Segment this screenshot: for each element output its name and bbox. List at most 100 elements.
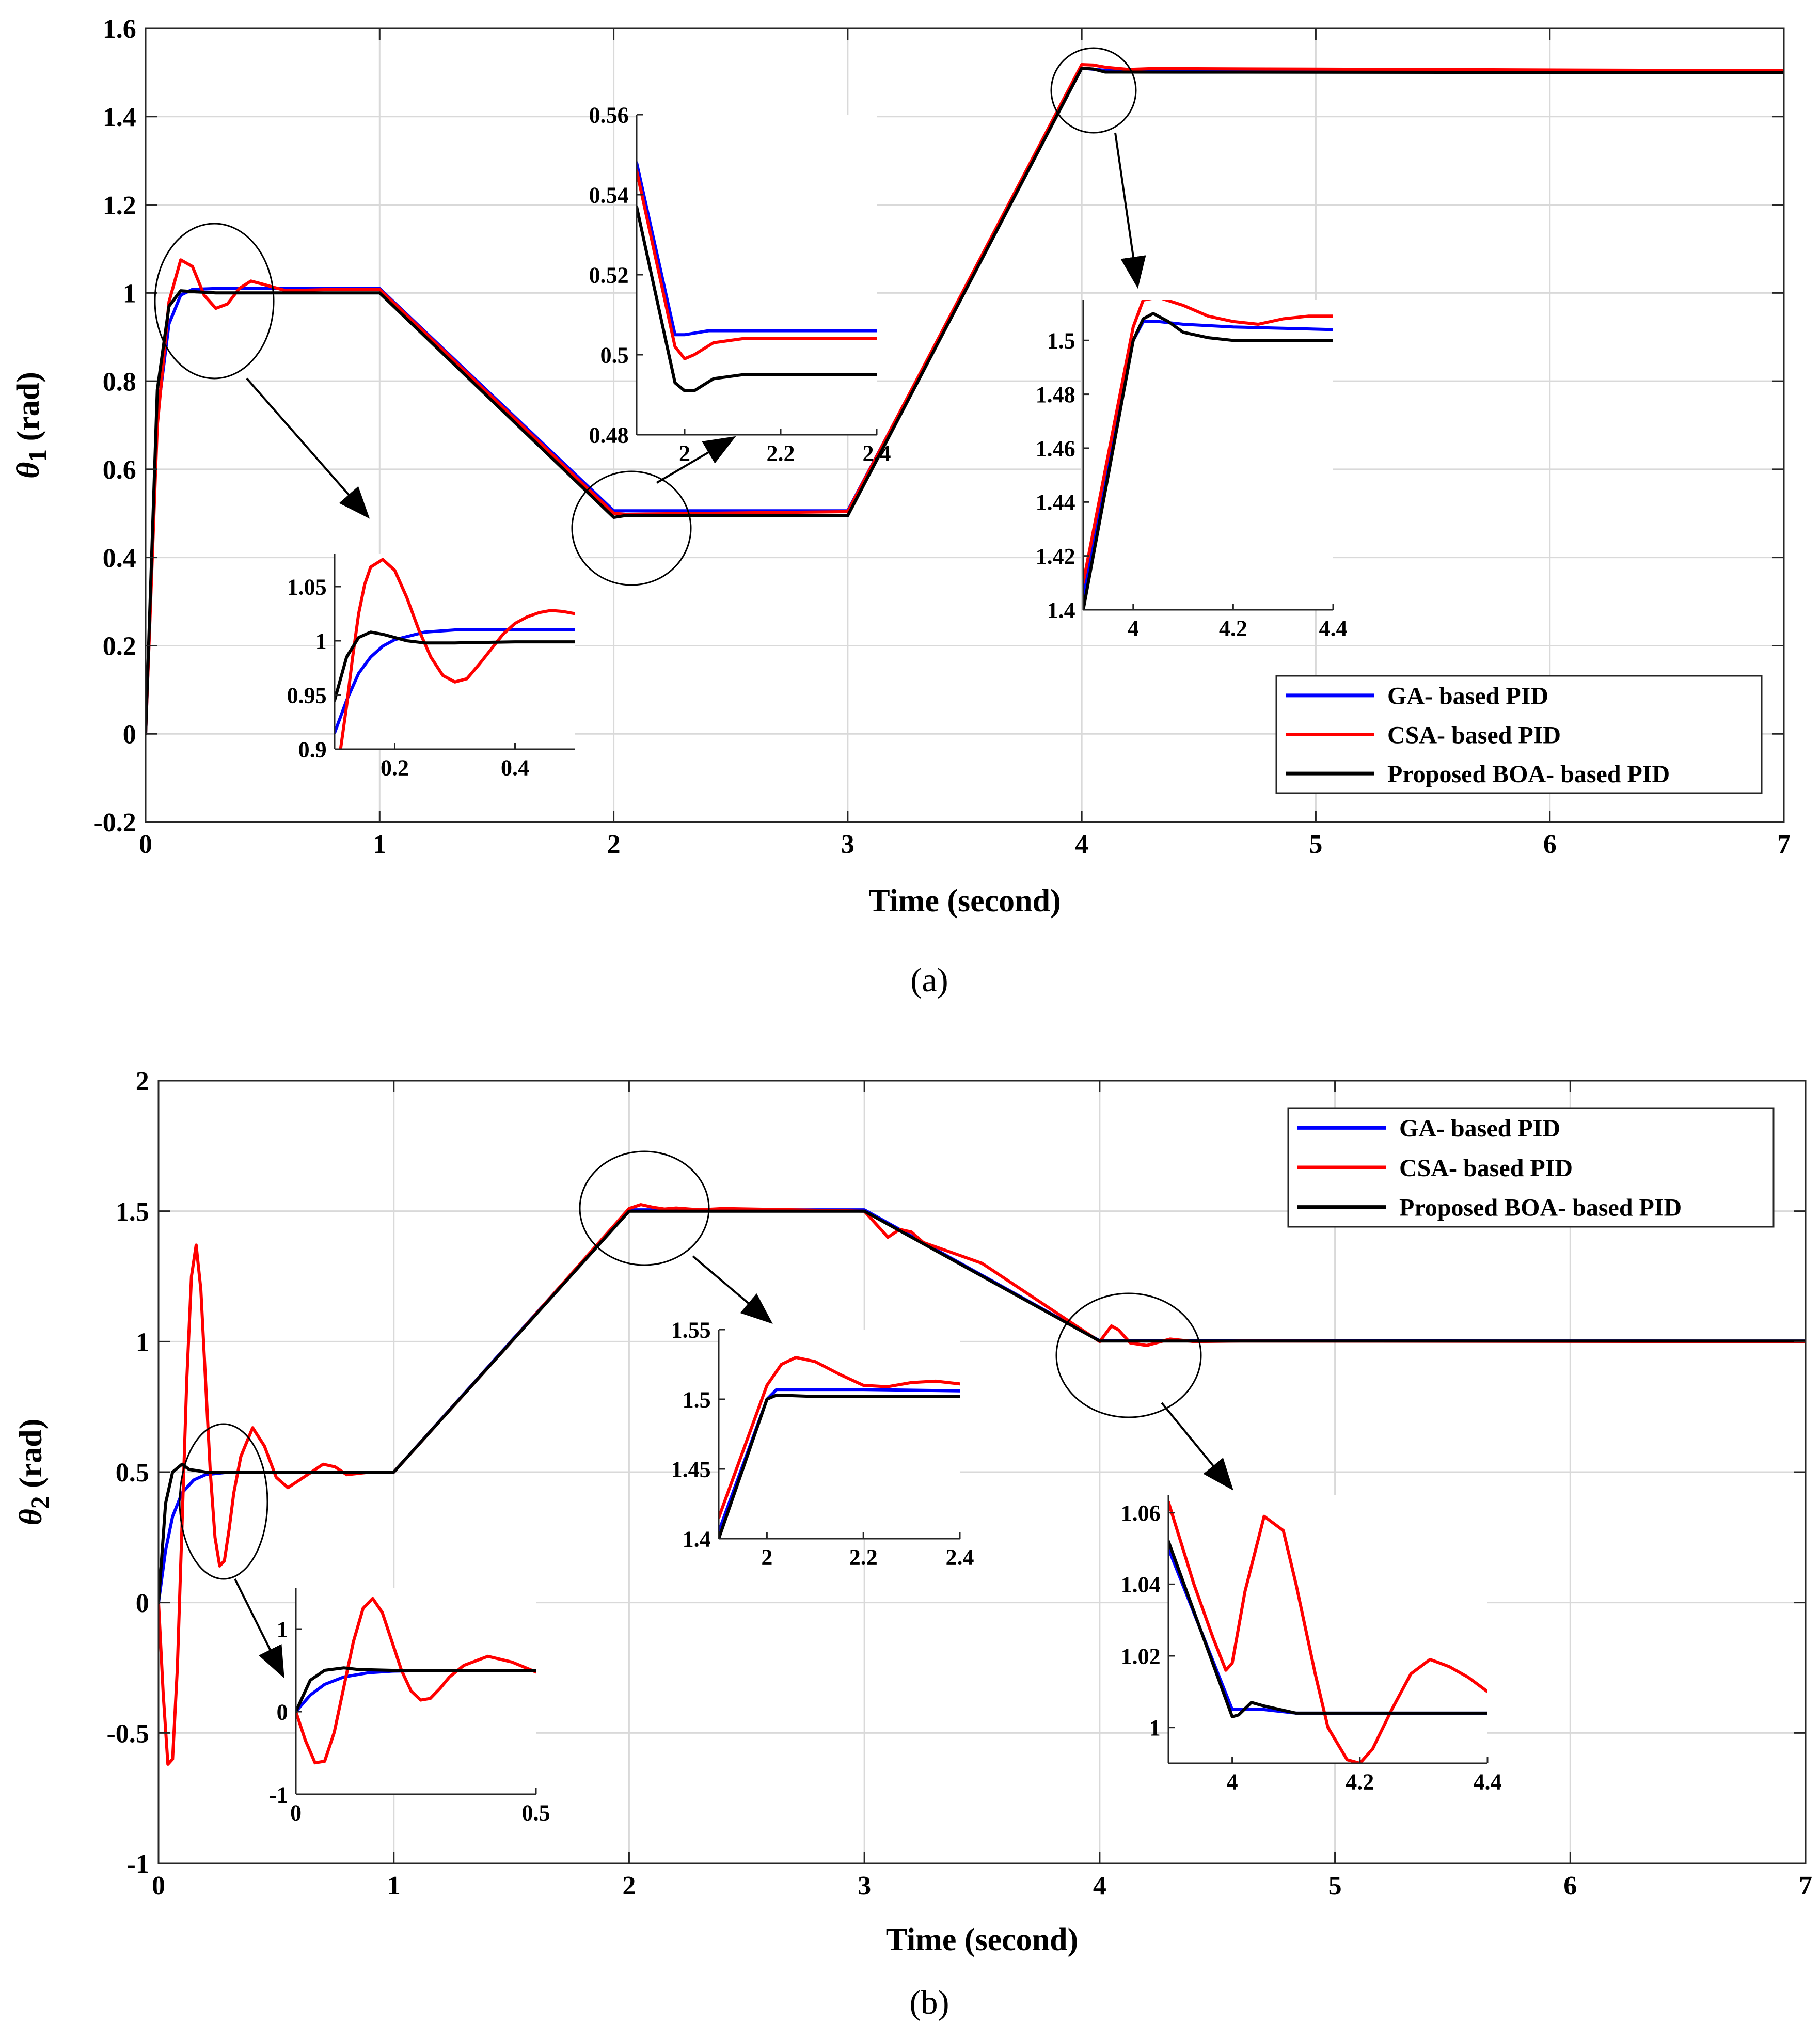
- y-tick-label: 0: [123, 720, 136, 749]
- y-tick-label: 0.4: [103, 544, 136, 573]
- x-tick-label: 1: [373, 830, 386, 859]
- series-group: [146, 63, 1784, 736]
- x-tick-label: 0: [152, 1871, 165, 1901]
- legend-label-csa: CSA- based PID: [1399, 1155, 1573, 1182]
- inset-series-group: [1083, 300, 1333, 610]
- inset-series-line-boa: [1168, 1540, 1487, 1718]
- inset-y-tick-label: 0.5: [600, 342, 629, 368]
- x-axis-title: Time (second): [886, 1922, 1079, 1957]
- x-tick-label: 5: [1328, 1871, 1342, 1901]
- x-tick-label: 3: [841, 830, 854, 859]
- inset-series-line-csa: [1168, 1500, 1487, 1763]
- inset-2: 2 2.2 2.4 0.48 0.5 0.52 0.54 0.56: [589, 102, 891, 466]
- y-tick-label: 0.5: [116, 1458, 149, 1488]
- inset-y-tick-label: 1.42: [1036, 544, 1075, 569]
- inset-plot-area: [637, 115, 877, 435]
- inset-y-tick-label: 1.48: [1036, 382, 1075, 407]
- inset-y-tick-label: -1: [269, 1782, 288, 1807]
- inset-y-tick-label: 1: [315, 628, 327, 654]
- y-tick-label: 0.8: [103, 367, 136, 397]
- inset-y-tick-label: 1.55: [671, 1317, 711, 1342]
- inset-x-tick-label: 2: [679, 441, 690, 466]
- inset-1: 0.2 0.4 0.9 0.95 1 1.05: [287, 554, 575, 781]
- inset-y-tick-label: 0.95: [287, 683, 327, 708]
- y-tick-label: 1: [123, 279, 136, 309]
- inset-series-line-boa: [637, 205, 877, 392]
- legend-label-boa: Proposed BOA- based PID: [1387, 761, 1670, 788]
- y-axis-subscript: 1: [23, 449, 52, 462]
- inset-y-tick-label: 1.46: [1036, 436, 1075, 461]
- inset-y-tick-label: 0.9: [298, 737, 327, 762]
- inset-series-line-boa: [719, 1393, 960, 1539]
- inset-series-line-boa: [296, 1666, 536, 1713]
- inset-y-tick-label: 0.54: [589, 182, 629, 208]
- series-group: [159, 1203, 1806, 1766]
- x-tick-label: 2: [622, 1871, 636, 1901]
- inset-x-tick-label: 4.2: [1219, 616, 1247, 641]
- series-line-csa: [146, 63, 1784, 736]
- inset-y-tick-label: 0.56: [589, 102, 629, 128]
- inset-series-group: [335, 558, 575, 749]
- y-tick-label: 1: [136, 1328, 149, 1357]
- zoom-ellipse: [154, 223, 275, 380]
- y-tick-label: 0: [136, 1589, 149, 1618]
- inset-x-tick-label: 0.4: [501, 755, 529, 781]
- zoom-arrow: [246, 377, 370, 519]
- zoom-ellipse: [571, 470, 692, 586]
- y-axis-title: θ1 (rad): [11, 372, 52, 479]
- x-axis-title: Time (second): [868, 883, 1061, 919]
- inset-series-group: [1168, 1500, 1487, 1763]
- zoom-ellipse: [1050, 47, 1137, 134]
- inset-series-group: [637, 161, 877, 392]
- y-tick-label: 1.6: [103, 14, 136, 44]
- inset-series-group: [296, 1597, 536, 1765]
- inset-x-tick-label: 4: [1227, 1769, 1238, 1795]
- inset-plot-area: [1083, 300, 1333, 610]
- inset-y-tick-label: 1.06: [1121, 1500, 1161, 1526]
- inset-y-tick-label: 1.45: [671, 1457, 711, 1482]
- y-tick-label: -0.5: [106, 1719, 149, 1749]
- inset-x-tick-label: 2.4: [863, 441, 891, 466]
- inset-y-tick-label: 1: [1149, 1715, 1161, 1741]
- inset-series-line-ga: [637, 161, 877, 337]
- inset-2: 2 2.2 2.4 1.4 1.45 1.5 1.55: [671, 1317, 974, 1570]
- y-axis-unit: (rad): [11, 372, 46, 449]
- x-tick-label: 0: [139, 830, 152, 859]
- zoom-arrow: [234, 1578, 284, 1679]
- zoom-arrow: [1161, 1402, 1233, 1491]
- inset-series-line-boa: [1083, 312, 1333, 610]
- y-axis-symbol: θ: [13, 1509, 49, 1525]
- inset-x-tick-label: 0: [290, 1800, 302, 1826]
- zoom-arrow: [1114, 132, 1146, 289]
- inset-1: 0 0.5-101: [269, 1588, 550, 1826]
- inset-y-tick-label: 0.48: [589, 422, 629, 448]
- y-tick-label: 0.6: [103, 455, 136, 485]
- inset-series-line-csa: [719, 1356, 960, 1520]
- series-line-boa: [159, 1209, 1806, 1604]
- inset-plot-area: [335, 554, 575, 749]
- inset-series-group: [719, 1356, 960, 1539]
- y-tick-label: -0.2: [93, 808, 136, 837]
- inset-x-tick-label: 4.4: [1474, 1769, 1502, 1795]
- inset-x-tick-label: 4: [1128, 616, 1139, 641]
- x-tick-label: 2: [607, 830, 621, 859]
- inset-3: 4 4.2 4.4 1.4 1.42 1.44 1.46 1.48 1.5: [1036, 300, 1348, 641]
- series-line-boa: [146, 66, 1784, 736]
- legend-label-boa: Proposed BOA- based PID: [1399, 1194, 1682, 1221]
- inset-series-line-boa: [335, 630, 575, 702]
- y-axis-symbol: θ: [11, 462, 46, 479]
- inset-x-tick-label: 4.4: [1319, 616, 1348, 641]
- inset-y-tick-label: 1.5: [1047, 328, 1075, 354]
- y-tick-label: 2: [136, 1067, 149, 1096]
- y-tick-label: 0.2: [103, 632, 136, 661]
- y-tick-label: -1: [126, 1850, 149, 1879]
- legend-label-csa: CSA- based PID: [1387, 721, 1561, 749]
- inset-plot-area: [719, 1330, 960, 1539]
- inset-x-tick-label: 4.2: [1346, 1769, 1374, 1795]
- zoom-ellipse: [179, 1423, 268, 1580]
- zoom-arrow: [692, 1255, 773, 1324]
- inset-series-line-csa: [339, 558, 575, 749]
- x-tick-label: 6: [1563, 1871, 1577, 1901]
- inset-x-tick-label: 0.5: [522, 1800, 550, 1826]
- x-tick-label: 5: [1309, 830, 1322, 859]
